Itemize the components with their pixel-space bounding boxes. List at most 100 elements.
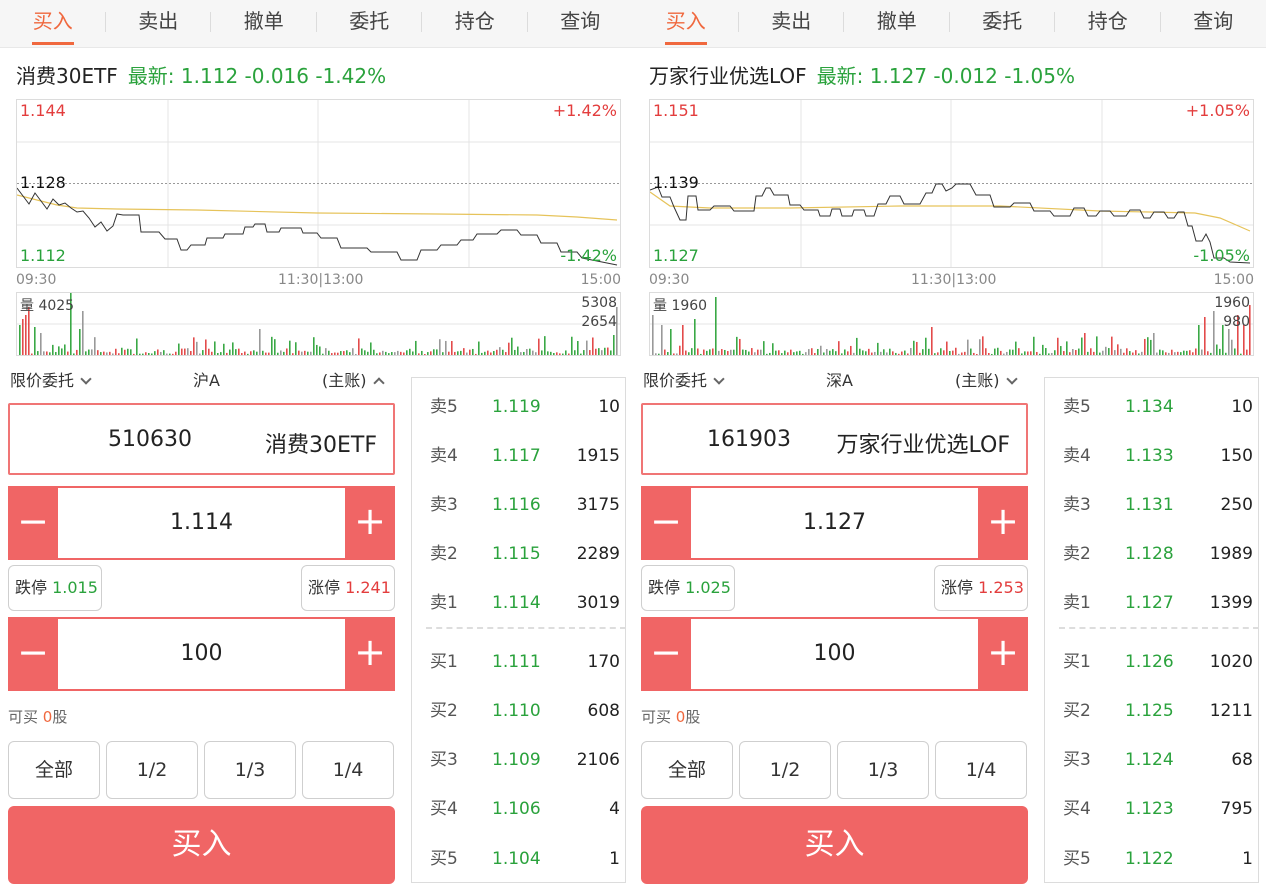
fraction-all-button[interactable]: 全部	[8, 741, 100, 799]
ask-row[interactable]: 卖2 1.128 1989	[1045, 539, 1258, 569]
quantity-stepper: − 100 +	[641, 617, 1028, 691]
quantity-decrease-button[interactable]: −	[17, 630, 49, 674]
ask-row[interactable]: 卖5 1.134 10	[1045, 392, 1258, 422]
tab-cancel[interactable]: 撤单	[211, 0, 317, 47]
volume-bar	[718, 350, 720, 355]
ask-row[interactable]: 卖4 1.133 150	[1045, 441, 1258, 471]
bid-row[interactable]: 买1 1.111 170	[412, 647, 625, 677]
level-quantity: 1989	[1209, 544, 1253, 564]
volume-bar	[106, 352, 108, 355]
price-decrease-button[interactable]: −	[17, 499, 49, 543]
volume-chart-svg	[17, 293, 620, 355]
bid-row[interactable]: 买4 1.106 4	[412, 794, 625, 824]
quantity-input[interactable]: 100	[691, 619, 978, 689]
volume-bar	[730, 349, 732, 355]
volume-bar	[673, 353, 675, 355]
volume-chart[interactable]: 量 4025 5308 2654	[16, 292, 621, 356]
volume-bar	[421, 350, 423, 355]
tab-orders[interactable]: 委托	[317, 0, 422, 47]
bid-row[interactable]: 买5 1.122 1	[1045, 844, 1258, 874]
fraction-quarter-button[interactable]: 1/4	[935, 741, 1027, 799]
stock-code-input[interactable]: 510630 消费30ETF	[8, 403, 395, 475]
order-type-select[interactable]: 限价委托	[643, 367, 725, 391]
limit-down-button[interactable]: 跌停 1.025	[641, 565, 735, 611]
tab-cancel[interactable]: 撤单	[844, 0, 950, 47]
quantity-increase-button[interactable]: +	[987, 630, 1019, 674]
volume-bar	[1126, 348, 1128, 355]
tab-sell[interactable]: 卖出	[739, 0, 844, 47]
account-select[interactable]: (主账)	[955, 367, 1018, 391]
fraction-half-button[interactable]: 1/2	[739, 741, 831, 799]
fraction-quarter-button[interactable]: 1/4	[302, 741, 394, 799]
account-select[interactable]: (主账)	[322, 367, 385, 391]
volume-bar	[439, 339, 441, 355]
ask-row[interactable]: 卖4 1.117 1915	[412, 441, 625, 471]
bid-row[interactable]: 买3 1.124 68	[1045, 745, 1258, 775]
quantity-increase-button[interactable]: +	[354, 630, 386, 674]
volume-bar	[748, 351, 750, 355]
volume-bar	[145, 352, 147, 355]
bid-row[interactable]: 买5 1.104 1	[412, 844, 625, 874]
volume-bar	[415, 340, 417, 355]
volume-bar	[199, 353, 201, 355]
ask-row[interactable]: 卖5 1.119 10	[412, 392, 625, 422]
quantity-decrease-button[interactable]: −	[650, 630, 682, 674]
volume-bar	[1009, 349, 1011, 355]
limit-down-button[interactable]: 跌停 1.015	[8, 565, 102, 611]
volume-bar	[121, 347, 123, 355]
avg-price-line	[17, 194, 618, 221]
order-type-select[interactable]: 限价委托	[10, 367, 92, 391]
volume-bar	[478, 341, 480, 355]
fraction-third-button[interactable]: 1/3	[204, 741, 296, 799]
volume-bar	[715, 297, 717, 355]
tab-label: 卖出	[138, 9, 179, 33]
level-quantity: 10	[1231, 397, 1253, 417]
price-input[interactable]: 1.127	[691, 488, 978, 558]
fraction-third-button[interactable]: 1/3	[837, 741, 929, 799]
bid-row[interactable]: 买4 1.123 795	[1045, 794, 1258, 824]
tab-buy[interactable]: 买入	[0, 0, 106, 47]
volume-bar	[934, 353, 936, 355]
level-price: 1.131	[1125, 495, 1174, 515]
ask-row[interactable]: 卖1 1.127 1399	[1045, 588, 1258, 618]
quantity-input[interactable]: 100	[58, 619, 345, 689]
ask-row[interactable]: 卖1 1.114 3019	[412, 588, 625, 618]
bid-row[interactable]: 买3 1.109 2106	[412, 745, 625, 775]
intraday-chart[interactable]: 1.144 +1.42% 1.128 1.112 -1.42%	[16, 99, 621, 268]
buy-button[interactable]: 买入	[8, 806, 395, 884]
volume-bar	[595, 348, 597, 355]
price-input[interactable]: 1.114	[58, 488, 345, 558]
tab-positions[interactable]: 持仓	[422, 0, 528, 47]
bid-row[interactable]: 买2 1.110 608	[412, 696, 625, 726]
tab-query[interactable]: 查询	[1161, 0, 1267, 47]
volume-bar	[115, 348, 117, 355]
ask-row[interactable]: 卖2 1.115 2289	[412, 539, 625, 569]
price-increase-button[interactable]: +	[354, 499, 386, 543]
volume-bar	[574, 350, 576, 355]
ask-row[interactable]: 卖3 1.131 250	[1045, 490, 1258, 520]
price-decrease-button[interactable]: −	[650, 499, 682, 543]
buy-button[interactable]: 买入	[641, 806, 1028, 884]
bid-row[interactable]: 买1 1.126 1020	[1045, 647, 1258, 677]
tab-query[interactable]: 查询	[528, 0, 634, 47]
volume-chart[interactable]: 量 1960 1960 980	[649, 292, 1254, 356]
intraday-chart[interactable]: 1.151 +1.05% 1.139 1.127 -1.05%	[649, 99, 1254, 268]
tab-sell[interactable]: 卖出	[106, 0, 211, 47]
volume-bar	[727, 351, 729, 355]
limit-up-button[interactable]: 涨停 1.241	[301, 565, 395, 611]
fraction-all-button[interactable]: 全部	[641, 741, 733, 799]
ask-row[interactable]: 卖3 1.116 3175	[412, 490, 625, 520]
stock-code-input[interactable]: 161903 万家行业优选LOF	[641, 403, 1028, 475]
volume-bar	[1111, 336, 1113, 355]
tab-positions[interactable]: 持仓	[1055, 0, 1161, 47]
level-price: 1.134	[1125, 397, 1174, 417]
tab-orders[interactable]: 委托	[950, 0, 1055, 47]
limit-up-button[interactable]: 涨停 1.253	[934, 565, 1028, 611]
price-increase-button[interactable]: +	[987, 499, 1019, 543]
bid-row[interactable]: 买2 1.125 1211	[1045, 696, 1258, 726]
tab-buy[interactable]: 买入	[633, 0, 739, 47]
volume-bar	[712, 348, 714, 355]
market-label: 深A	[826, 371, 853, 390]
can-buy-unit: 股	[52, 708, 68, 726]
fraction-half-button[interactable]: 1/2	[106, 741, 198, 799]
